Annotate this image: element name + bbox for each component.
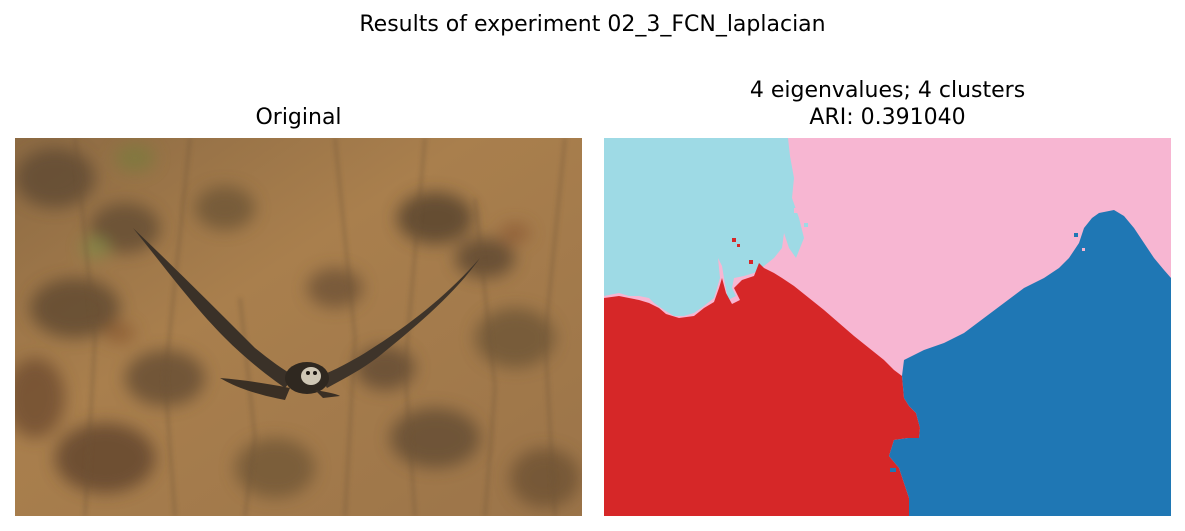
segmentation-title-line1: 4 eigenvalues; 4 clusters [749,78,1026,103]
segmentation-panel-title: 4 eigenvalues; 4 clusters ARI: 0.391040 [604,77,1171,131]
segment-fragments [700,208,1085,472]
segment-blue [889,210,1171,516]
original-panel-title: Original [255,105,342,130]
segmentation-map [604,138,1171,516]
branches [74,138,566,516]
hawk-photo-icon [15,138,582,516]
hawk [133,228,480,400]
foliage-blur [15,144,580,508]
segmentation-title-line2: ARI: 0.391040 [809,105,966,130]
segmentation-svg [604,138,1171,516]
original-image [15,138,582,516]
segment-cyan [604,138,804,316]
segment-red [604,263,920,516]
figure-suptitle: Results of experiment 02_3_FCN_laplacian [359,12,826,37]
